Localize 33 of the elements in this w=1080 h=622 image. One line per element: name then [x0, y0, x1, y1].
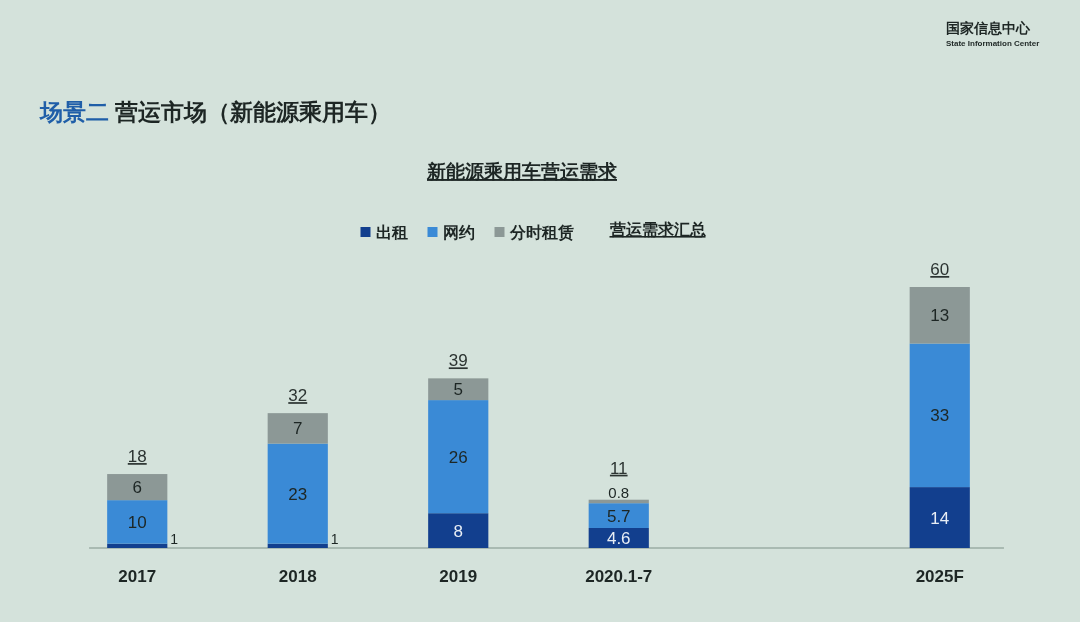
- data-label: 7: [293, 419, 303, 439]
- total: 18: [127, 447, 147, 467]
- data-label: 6: [132, 478, 142, 498]
- data-label: 4.6: [606, 529, 631, 548]
- legend-label: 分时租赁: [509, 224, 574, 241]
- data-label: 26: [448, 447, 468, 467]
- data-label: 5: [453, 380, 463, 400]
- x-tick-label: 2017: [118, 567, 157, 586]
- x-tick-label: 2020.1-7: [585, 567, 653, 586]
- data-label: 5.7: [606, 506, 631, 526]
- annotation: 营运需求汇总: [609, 221, 706, 238]
- data-label: 23: [288, 484, 308, 504]
- data-label: 13: [930, 306, 950, 326]
- data-label: 1: [330, 531, 339, 547]
- legend-label: 网约: [442, 224, 475, 241]
- title: 场景二 营运市场（新能源乘用车）: [40, 99, 392, 125]
- data-label: 10: [127, 512, 147, 532]
- subtitle: 新能源乘用车营运需求: [427, 161, 617, 182]
- total: 32: [288, 386, 308, 406]
- data-label: 8: [453, 521, 463, 541]
- data-label: 33: [930, 406, 950, 426]
- total: 11: [609, 458, 628, 478]
- legend-label: 出租: [375, 224, 408, 241]
- annotation: 国家信息中心: [946, 20, 1030, 36]
- data-label: 1: [170, 531, 179, 547]
- total: 39: [448, 351, 468, 371]
- data-label: 0.8: [608, 483, 630, 501]
- x-tick-label: 2018: [278, 567, 317, 586]
- x-tick-label: 2025F: [915, 567, 964, 586]
- x-tick-label: 2019: [439, 567, 478, 586]
- annotation: State Information Center: [946, 39, 1040, 48]
- total: 60: [930, 260, 950, 279]
- data-label: 14: [930, 508, 950, 528]
